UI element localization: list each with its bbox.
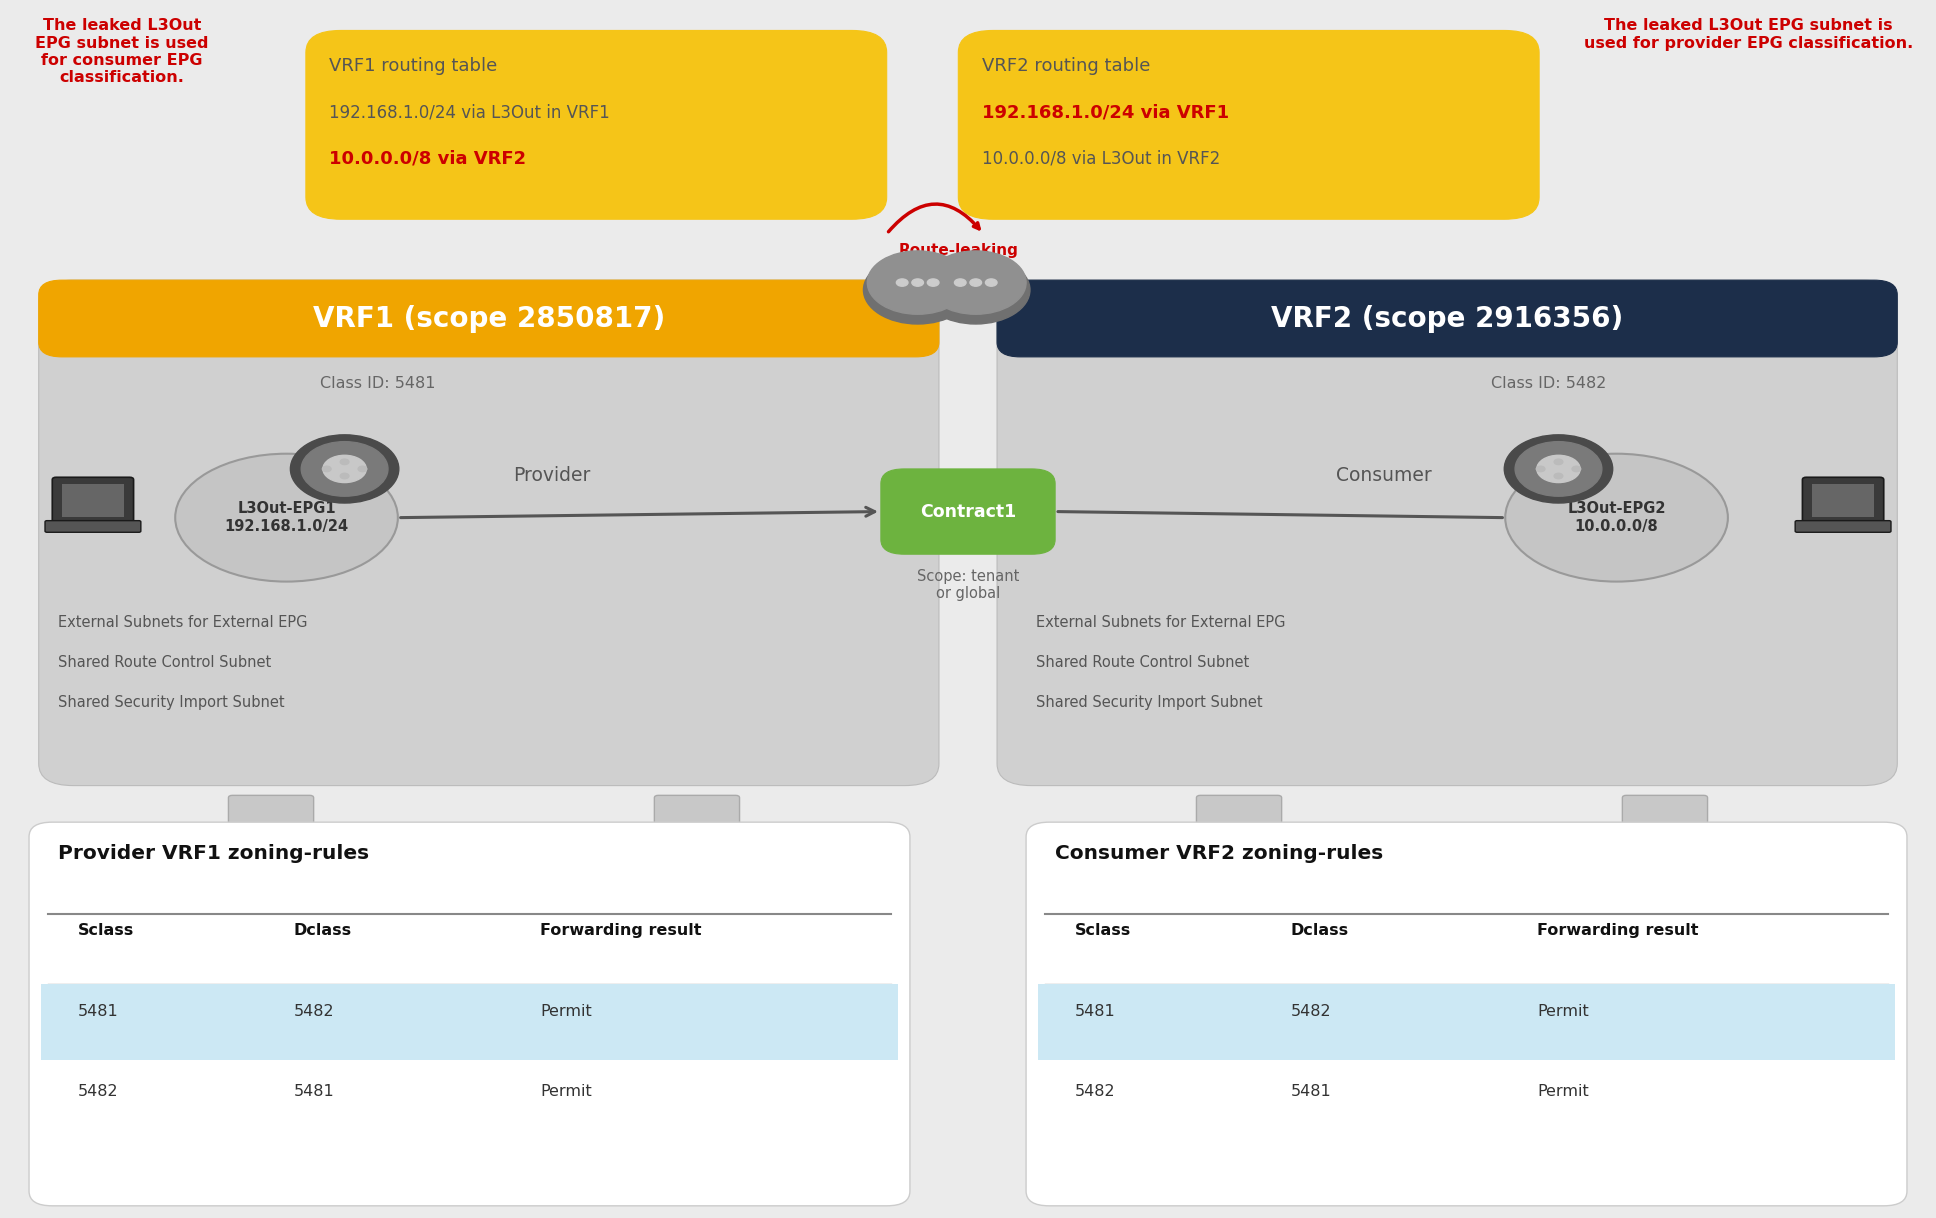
FancyBboxPatch shape — [1802, 477, 1884, 524]
Text: 5482: 5482 — [1291, 1004, 1330, 1018]
Text: Shared Route Control Subnet: Shared Route Control Subnet — [58, 655, 271, 670]
Circle shape — [323, 456, 366, 482]
Circle shape — [290, 435, 399, 503]
Text: Dclass: Dclass — [294, 923, 352, 938]
FancyBboxPatch shape — [1038, 984, 1895, 1060]
Text: Scope: tenant
or global: Scope: tenant or global — [918, 569, 1018, 602]
Text: VRF1 routing table: VRF1 routing table — [329, 57, 498, 76]
FancyBboxPatch shape — [1622, 795, 1708, 825]
Text: Forwarding result: Forwarding result — [1537, 923, 1698, 938]
Text: Permit: Permit — [1537, 1084, 1589, 1099]
Text: Consumer: Consumer — [1336, 465, 1433, 485]
Text: 5481: 5481 — [294, 1084, 335, 1099]
Text: Sclass: Sclass — [1074, 923, 1131, 938]
FancyBboxPatch shape — [228, 795, 314, 825]
Circle shape — [1555, 474, 1562, 479]
Circle shape — [927, 279, 939, 286]
Text: L3Out-EPG2
10.0.0.0/8: L3Out-EPG2 10.0.0.0/8 — [1568, 502, 1665, 533]
Circle shape — [302, 442, 387, 496]
Text: 5481: 5481 — [77, 1004, 118, 1018]
Circle shape — [1572, 466, 1580, 471]
Text: VRF2 (scope 2916356): VRF2 (scope 2916356) — [1272, 304, 1622, 333]
Text: Permit: Permit — [540, 1084, 592, 1099]
Text: 5481: 5481 — [1291, 1084, 1332, 1099]
Circle shape — [970, 279, 982, 286]
Circle shape — [341, 474, 348, 479]
Text: Shared Security Import Subnet: Shared Security Import Subnet — [58, 695, 285, 710]
Circle shape — [922, 256, 1030, 324]
FancyBboxPatch shape — [52, 477, 134, 524]
FancyBboxPatch shape — [1795, 520, 1891, 532]
Circle shape — [1516, 442, 1601, 496]
FancyBboxPatch shape — [958, 30, 1539, 219]
Circle shape — [896, 279, 908, 286]
Circle shape — [925, 251, 1026, 314]
FancyBboxPatch shape — [1038, 1065, 1895, 1140]
Ellipse shape — [1506, 453, 1729, 582]
Text: Permit: Permit — [1537, 1004, 1589, 1018]
FancyBboxPatch shape — [39, 280, 939, 786]
Text: Class ID: 5482: Class ID: 5482 — [1491, 376, 1607, 391]
FancyBboxPatch shape — [997, 280, 1897, 357]
FancyBboxPatch shape — [654, 795, 740, 825]
Text: Sclass: Sclass — [77, 923, 134, 938]
FancyBboxPatch shape — [39, 280, 939, 357]
Circle shape — [1537, 466, 1545, 471]
FancyBboxPatch shape — [41, 984, 898, 1060]
Text: The leaked L3Out
EPG subnet is used
for consumer EPG
classification.: The leaked L3Out EPG subnet is used for … — [35, 18, 209, 85]
Text: 5482: 5482 — [77, 1084, 118, 1099]
FancyBboxPatch shape — [306, 30, 887, 219]
Text: 192.168.1.0/24 via L3Out in VRF1: 192.168.1.0/24 via L3Out in VRF1 — [329, 104, 610, 122]
Text: 10.0.0.0/8 via L3Out in VRF2: 10.0.0.0/8 via L3Out in VRF2 — [982, 150, 1220, 168]
FancyBboxPatch shape — [29, 822, 910, 1206]
Text: 5481: 5481 — [1074, 1004, 1115, 1018]
Text: VRF2 routing table: VRF2 routing table — [982, 57, 1150, 76]
Text: Shared Security Import Subnet: Shared Security Import Subnet — [1036, 695, 1262, 710]
FancyBboxPatch shape — [881, 469, 1055, 554]
FancyBboxPatch shape — [45, 520, 141, 532]
Text: Provider VRF1 zoning-rules: Provider VRF1 zoning-rules — [58, 844, 370, 864]
Circle shape — [358, 466, 366, 471]
Text: Forwarding result: Forwarding result — [540, 923, 701, 938]
Circle shape — [1504, 435, 1613, 503]
FancyBboxPatch shape — [1812, 485, 1874, 518]
Text: 5482: 5482 — [294, 1004, 333, 1018]
Circle shape — [341, 459, 348, 464]
Circle shape — [985, 279, 997, 286]
Text: Class ID: 5481: Class ID: 5481 — [319, 376, 436, 391]
FancyBboxPatch shape — [997, 280, 1897, 786]
Text: The leaked L3Out EPG subnet is
used for provider EPG classification.: The leaked L3Out EPG subnet is used for … — [1584, 18, 1913, 51]
Text: External Subnets for External EPG: External Subnets for External EPG — [1036, 615, 1286, 630]
Circle shape — [954, 279, 966, 286]
Text: Permit: Permit — [540, 1004, 592, 1018]
Text: External Subnets for External EPG: External Subnets for External EPG — [58, 615, 308, 630]
FancyBboxPatch shape — [1196, 795, 1282, 825]
Text: Dclass: Dclass — [1291, 923, 1349, 938]
Circle shape — [1555, 459, 1562, 464]
Text: 5482: 5482 — [1074, 1084, 1115, 1099]
Text: 192.168.1.0/24 via VRF1: 192.168.1.0/24 via VRF1 — [982, 104, 1229, 122]
FancyBboxPatch shape — [41, 1065, 898, 1140]
Text: Route-leaking: Route-leaking — [898, 244, 1018, 258]
FancyBboxPatch shape — [62, 485, 124, 518]
Circle shape — [1537, 456, 1580, 482]
Ellipse shape — [174, 453, 399, 582]
Text: VRF1 (scope 2850817): VRF1 (scope 2850817) — [314, 304, 664, 333]
Text: Provider: Provider — [513, 465, 590, 485]
Text: Shared Route Control Subnet: Shared Route Control Subnet — [1036, 655, 1249, 670]
Text: Consumer VRF2 zoning-rules: Consumer VRF2 zoning-rules — [1055, 844, 1384, 864]
Circle shape — [323, 466, 331, 471]
Circle shape — [863, 256, 972, 324]
Circle shape — [867, 251, 968, 314]
Text: 10.0.0.0/8 via VRF2: 10.0.0.0/8 via VRF2 — [329, 150, 527, 168]
Circle shape — [912, 279, 923, 286]
Text: L3Out-EPG1
192.168.1.0/24: L3Out-EPG1 192.168.1.0/24 — [225, 502, 348, 533]
Text: Contract1: Contract1 — [920, 503, 1016, 520]
FancyBboxPatch shape — [1026, 822, 1907, 1206]
